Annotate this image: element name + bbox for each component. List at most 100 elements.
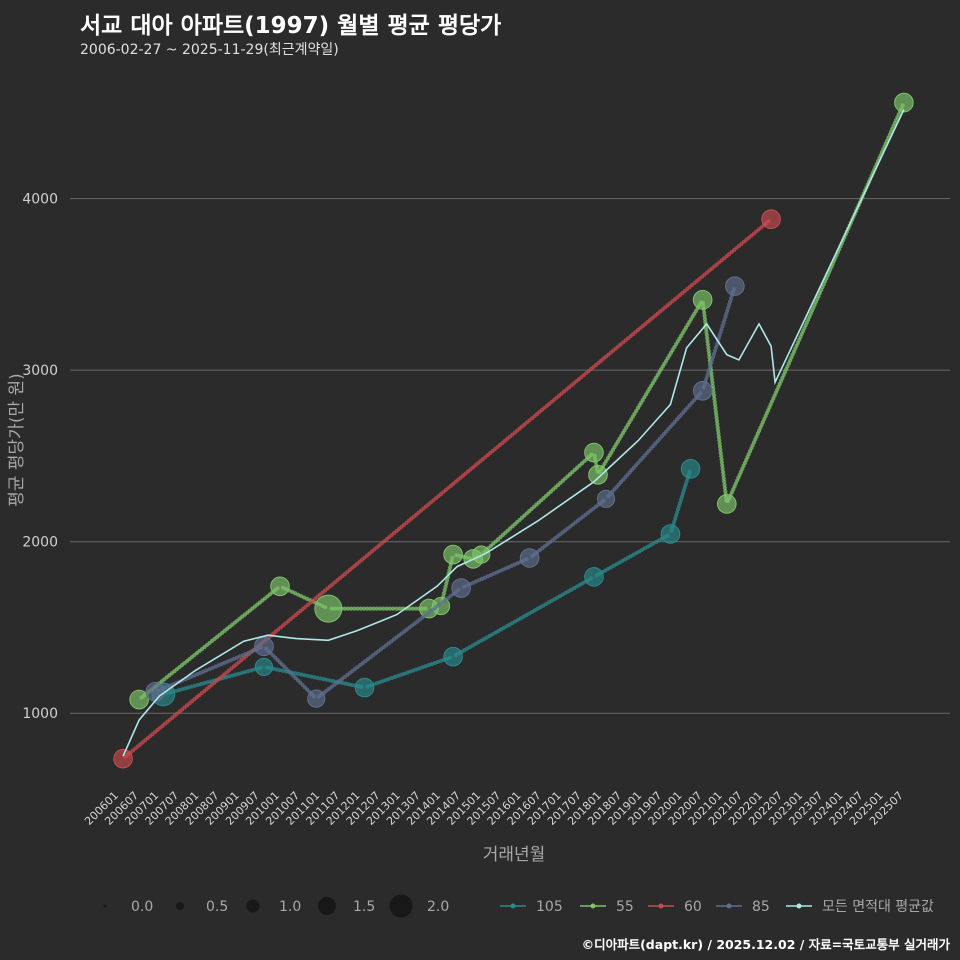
legend-swatch-dot [590,903,596,909]
trail-dot [355,606,360,611]
legend-swatch-dot [510,903,516,909]
trail-dot [236,671,241,676]
size-legend-label: 0.0 [131,899,153,915]
trail-dot [717,441,722,446]
legend-swatch-dot [796,903,802,909]
trail-dot [387,606,393,611]
legend-label: 85 [752,899,770,915]
size-legend-dot [318,897,336,915]
trail-dot [186,685,191,690]
trail-dot [346,682,351,687]
data-point [761,209,781,230]
trail-dot [410,606,415,611]
trail-dot [249,668,254,673]
legend-label: 55 [616,899,634,915]
trail-dot [371,606,376,611]
trail-dot [246,669,251,674]
trail-dot [712,399,717,405]
trail-dot [345,606,350,611]
series-105 [151,459,701,707]
data-point [584,442,604,463]
chart-subtitle: 2006-02-27 ~ 2025-11-29(최근계약일) [80,42,339,58]
trail-dot [444,581,449,586]
trail-dot [208,679,213,684]
y-tick-label: 1000 [22,706,58,722]
x-axis-title: 거래년월 [483,845,546,865]
trail-dot [703,326,709,331]
trail-dot [711,393,717,398]
data-point [660,524,681,544]
trail-dot [299,672,304,677]
trail-dot [397,606,402,611]
data-point [443,646,463,667]
size-legend-label: 0.5 [206,899,228,915]
chart-title: 서교 대아 아파트(1997) 월별 평균 평당가 [80,13,502,39]
trail-dot [384,606,389,611]
trail-dot [205,680,210,685]
trail-dot [198,681,204,687]
trail-dot [721,473,726,478]
data-point [692,290,713,310]
trail-dot [715,425,720,430]
trail-dot [710,380,715,385]
trail-dot [709,374,714,379]
trail-dot [719,460,724,465]
trail-dot [705,336,710,341]
trail-dot [233,672,238,677]
y-tick-label: 4000 [22,192,58,208]
trail-dot [342,606,347,611]
size-legend-label: 2.0 [427,899,449,915]
trail-dot [230,673,235,678]
trail-dot [391,606,396,611]
size-legend-label: 1.5 [353,899,375,915]
legend-swatch-dot [658,903,664,909]
trail-dot [407,606,412,611]
trail-dot [716,434,721,440]
trail-dot [714,415,719,420]
data-point [680,459,701,479]
y-tick-label: 3000 [22,363,58,379]
trail-dot [315,675,320,680]
trail-dot [714,418,720,424]
trail-dot [717,444,723,449]
data-point [692,380,713,401]
trail-dot [176,687,182,693]
trail-dot [331,678,336,684]
data-point [451,578,471,598]
data-point [717,494,737,514]
trail-dot [318,676,323,681]
data-point [145,682,166,702]
trail-dot [709,377,715,382]
trail-dot [349,682,355,688]
trail-dot [302,673,307,678]
trail-dot [381,606,386,611]
trail-dot [702,310,707,315]
trail-dot [239,670,245,676]
trail-dot [705,339,710,344]
trail-dot [368,606,373,611]
y-axis-title: 평균 평당가(만 원) [7,373,27,507]
trail-dot [195,682,200,688]
data-point [472,545,491,564]
trail-dot [365,606,370,611]
trail-dot [723,489,728,494]
trail-dot [443,584,448,589]
trail-dot [711,390,716,395]
trail-dot [710,383,715,389]
trail-dot [189,684,194,689]
trail-dot [712,396,717,401]
trail-dot [715,422,720,427]
trail-dot [447,568,452,573]
trail-dot [227,674,232,679]
trail-dot [442,587,447,593]
trail-dot [308,674,314,679]
data-point [113,748,133,769]
trail-dot [374,606,380,611]
legend: 0.0 0.5 1.0 1.5 2.0 105 55 60 85 모든 면적대 평균값 [103,894,934,918]
data-point [443,544,463,565]
trail-dot [716,431,721,436]
data-point [725,276,745,296]
data-point [584,567,604,587]
trail-dot [706,351,712,357]
